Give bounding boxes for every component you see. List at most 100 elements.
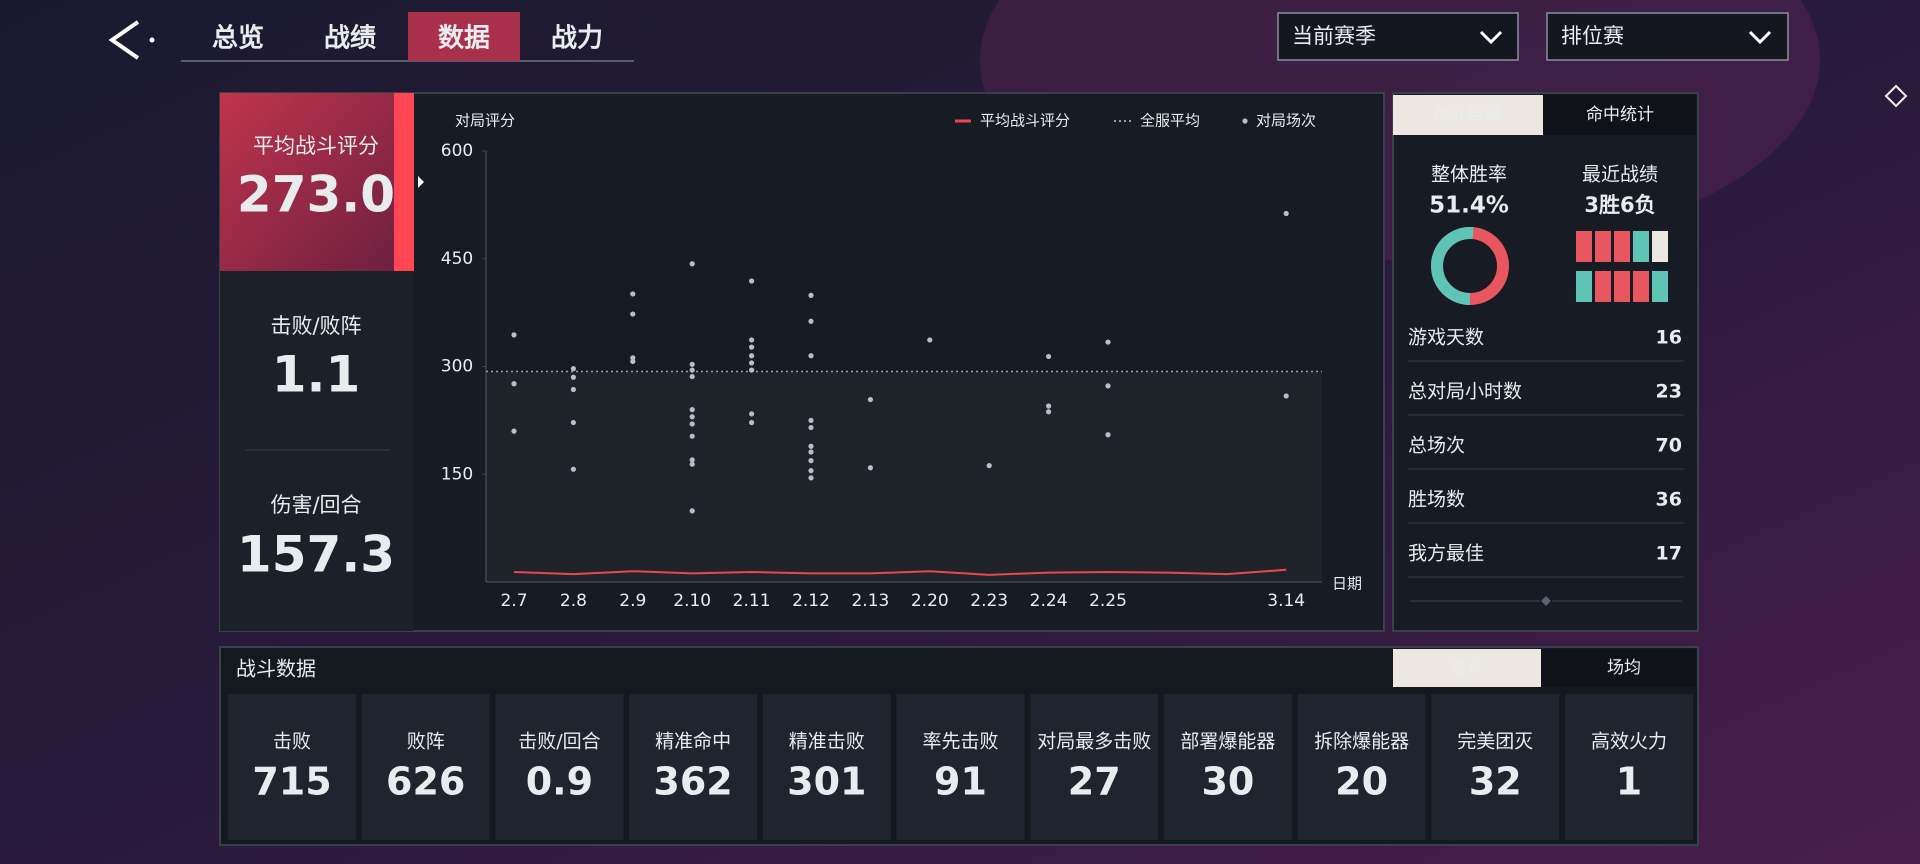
match-dot [749, 353, 755, 359]
stat-value: 30 [1201, 760, 1254, 804]
match-dot [749, 411, 755, 417]
stat-value: 715 [252, 760, 331, 804]
match-dot [1046, 403, 1052, 409]
stat-value: 301 [787, 760, 866, 804]
match-dot [808, 292, 814, 298]
stat-label: 部署爆能器 [1180, 731, 1275, 753]
season-dropdown[interactable] [1277, 12, 1519, 61]
x-tick-label: 2.10 [673, 591, 711, 611]
x-tick-label: 2.23 [970, 591, 1008, 611]
profile-row-value: 70 [1656, 435, 1682, 457]
legend-swatch [1242, 118, 1248, 124]
profile-tab[interactable]: 战斗档案 [1433, 105, 1501, 125]
stat-card [762, 694, 891, 840]
match-dot [570, 419, 577, 426]
donut-win [1431, 227, 1509, 305]
back-button[interactable] [108, 20, 140, 60]
tab-active-bg[interactable] [408, 12, 520, 61]
nav-tab[interactable]: 数据 [438, 24, 490, 54]
stat-label: 击败/回合 [518, 731, 600, 753]
stat-value: 32 [1469, 760, 1522, 804]
mode-dropdown[interactable] [1546, 12, 1789, 61]
nav-tab[interactable]: 战力 [551, 24, 603, 54]
stat-label: 完美团灭 [1457, 731, 1533, 753]
match-loss [1595, 231, 1611, 262]
match-dot [689, 367, 695, 373]
match-dot [630, 358, 636, 365]
match-dot [749, 337, 755, 343]
profile-row-label: 总对局小时数 [1408, 381, 1522, 403]
stat-card [1565, 694, 1693, 840]
x-tick-label: 2.11 [733, 591, 771, 611]
match-dot [808, 443, 814, 449]
match-dot [867, 396, 874, 403]
x-tick-label: 3.14 [1267, 591, 1305, 611]
nav-tab[interactable]: 战绩 [324, 24, 376, 54]
toggle-option[interactable]: 场均 [1607, 658, 1641, 678]
match-other [1652, 231, 1668, 262]
toggle[interactable] [1541, 649, 1696, 687]
match-dot [630, 311, 636, 317]
stat-label: 击败 [273, 731, 311, 753]
pointer [418, 176, 424, 188]
y-axis-label: 对局评分 [455, 112, 515, 130]
side-icon[interactable] [1884, 84, 1908, 108]
match-dot [689, 407, 695, 413]
dropdown-arrow [1479, 30, 1503, 45]
match-dot [867, 465, 874, 471]
stat-value: 27 [1068, 760, 1121, 804]
toggle-option[interactable]: 总计 [1450, 658, 1484, 678]
match-dot [808, 458, 814, 464]
nav-tab[interactable]: 总览 [212, 24, 264, 54]
profile-row-label: 游戏天数 [1408, 327, 1484, 349]
match-dot [749, 419, 755, 426]
profile-tab[interactable] [1543, 95, 1696, 135]
match-dot [808, 353, 814, 359]
match-loss [1595, 271, 1611, 302]
match-dot [808, 318, 814, 324]
match-dot [749, 278, 755, 284]
match-win [1576, 271, 1592, 302]
combat-title: 战斗数据 [236, 657, 316, 681]
match-dot [689, 461, 695, 467]
match-win [1652, 271, 1668, 302]
match-dot [689, 433, 695, 439]
stat-label: 对局最多击败 [1037, 731, 1151, 753]
season-label: 当前赛季 [1292, 24, 1376, 48]
stat-card [1163, 694, 1292, 840]
match-dot [511, 428, 517, 434]
match-dot [808, 475, 814, 481]
profile-row-value: 23 [1656, 381, 1682, 403]
x-tick-label: 2.7 [500, 591, 527, 611]
summary-value: 1.1 [272, 346, 361, 404]
highlight-box[interactable] [220, 93, 394, 271]
profile-row-label: 我方最佳 [1408, 543, 1484, 565]
match-dot [1105, 383, 1111, 389]
stat-value: 626 [386, 760, 465, 804]
match-dot [1046, 409, 1052, 415]
toggle-active[interactable] [1393, 649, 1541, 687]
stat-label: 精准命中 [655, 731, 731, 753]
match-dot [511, 381, 517, 387]
dropdown-arrow [1748, 30, 1772, 45]
profile-tab[interactable]: 命中统计 [1586, 105, 1654, 125]
reference-shade [486, 372, 1322, 582]
x-tick-label: 2.12 [792, 591, 830, 611]
win-rate-value: 51.4% [1429, 193, 1509, 219]
x-tick-label: 2.20 [911, 591, 949, 611]
match-dot [570, 366, 577, 372]
average-line [513, 568, 1287, 576]
stat-value: 20 [1335, 760, 1388, 804]
profile-tab-active[interactable] [1393, 95, 1543, 135]
legend-label: 平均战斗评分 [980, 112, 1070, 130]
summary-label: 平均战斗评分 [253, 134, 379, 158]
match-loss [1576, 231, 1592, 262]
stat-label: 高效火力 [1591, 731, 1667, 753]
match-dot [1105, 339, 1111, 345]
match-dot [511, 332, 517, 338]
match-dot [749, 367, 755, 373]
summary-value: 273.0 [237, 166, 395, 224]
recent-value: 3胜6负 [1584, 193, 1655, 217]
profile-panel [1392, 92, 1699, 632]
